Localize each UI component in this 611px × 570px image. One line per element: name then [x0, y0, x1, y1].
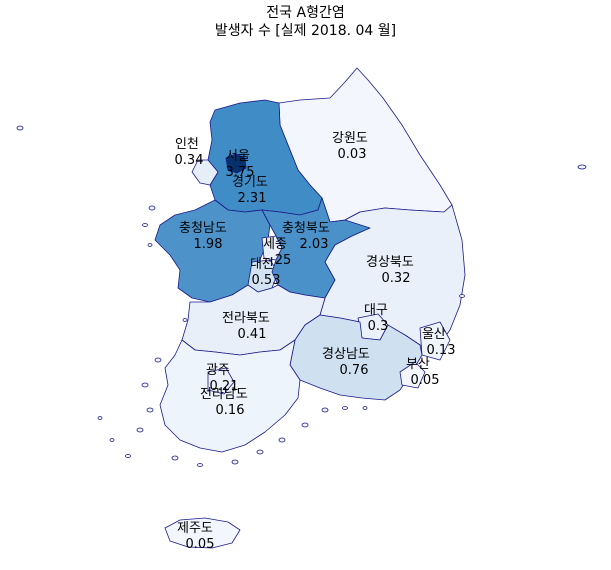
label-chungnam: 충청남도 1.98 — [179, 221, 231, 252]
label-jeonnam-name: 전라남도 — [200, 387, 248, 402]
label-incheon-value: 0.34 — [175, 153, 204, 168]
label-daejeon-name: 대전 — [250, 257, 274, 272]
region-jeju — [164, 517, 241, 549]
region-ulsan — [419, 321, 451, 361]
label-chungbuk: 충청북도 2.03 — [282, 221, 334, 252]
label-chungbuk-name: 충청북도 — [282, 221, 330, 236]
label-incheon-name: 인천 — [175, 137, 199, 152]
label-gangwon-name: 강원도 — [332, 131, 368, 146]
label-daegu-name: 대구 — [364, 303, 388, 318]
label-gyeongbuk: 경상북도 0.32 — [366, 255, 418, 286]
label-gwangju: 광주 0.21 — [206, 363, 239, 394]
label-gwangju-name: 광주 — [206, 363, 230, 378]
label-chungbuk-value: 2.03 — [300, 237, 329, 252]
label-busan: 부산 0.05 — [406, 357, 440, 388]
region-gwangju — [207, 367, 235, 395]
map-title: 전국 A형간염 발생자 수 [실제 2018. 04 월] — [0, 4, 611, 40]
label-gangwon: 강원도 0.03 — [332, 131, 372, 162]
label-chungnam-value: 1.98 — [194, 237, 223, 252]
label-jeju-name: 제주도 — [177, 521, 213, 536]
label-seoul: 서울 3.75 — [226, 149, 255, 180]
label-jeju-value: 0.05 — [186, 537, 215, 552]
label-daegu-value: 0.3 — [368, 319, 389, 334]
coastal-islands — [16, 125, 587, 467]
region-shapes — [154, 67, 466, 549]
label-gyeongbuk-value: 0.32 — [382, 271, 411, 286]
label-daejeon-value: 0.53 — [252, 273, 281, 288]
label-sejong: 세종 25 — [263, 237, 291, 268]
label-chungnam-name: 충청남도 — [179, 221, 227, 236]
region-incheon — [191, 159, 219, 186]
label-jeonbuk-value: 0.41 — [238, 327, 267, 342]
label-gwangju-value: 0.21 — [210, 379, 239, 394]
label-daegu: 대구 0.3 — [364, 303, 392, 334]
label-jeonbuk-name: 전라북도 — [222, 311, 270, 326]
label-gyeongbuk-name: 경상북도 — [366, 255, 414, 270]
label-sejong-name: 세종 — [263, 237, 287, 252]
region-jeonnam — [159, 339, 301, 453]
label-ulsan-name: 울산 — [422, 327, 446, 342]
label-gangwon-value: 0.03 — [338, 147, 367, 162]
label-sejong-value: 25 — [275, 253, 292, 268]
region-seoul — [225, 153, 247, 174]
label-daejeon: 대전 0.53 — [250, 257, 281, 288]
label-gyeongnam-name: 경상남도 — [322, 347, 370, 362]
label-jeonnam: 전라남도 0.16 — [200, 387, 252, 418]
label-gyeongnam: 경상남도 0.76 — [322, 347, 374, 378]
label-busan-name: 부산 — [406, 357, 430, 372]
label-ulsan-value: 0.13 — [427, 343, 456, 358]
label-jeonbuk: 전라북도 0.41 — [222, 311, 274, 342]
label-gyeonggi-name: 경기도 — [232, 175, 268, 190]
label-gyeonggi: 경기도 2.31 — [232, 175, 272, 206]
map-title-line1: 전국 A형간염 — [266, 5, 345, 21]
label-seoul-value: 3.75 — [226, 165, 255, 180]
label-busan-value: 0.05 — [411, 373, 440, 388]
label-gyeonggi-value: 2.31 — [238, 191, 267, 206]
label-ulsan: 울산 0.13 — [422, 327, 456, 358]
label-jeju: 제주도 0.05 — [177, 521, 217, 552]
region-busan — [399, 361, 426, 389]
label-incheon: 인천 0.34 — [175, 137, 204, 168]
map-title-line2: 발생자 수 [실제 2018. 04 월] — [214, 23, 397, 39]
label-seoul-name: 서울 — [226, 149, 250, 164]
label-gyeongnam-value: 0.76 — [340, 363, 369, 378]
label-jeonnam-value: 0.16 — [216, 403, 245, 418]
region-labels: 인천 0.34 서울 3.75 경기도 2.31 강원도 0.03 충청남도 1… — [175, 131, 456, 552]
